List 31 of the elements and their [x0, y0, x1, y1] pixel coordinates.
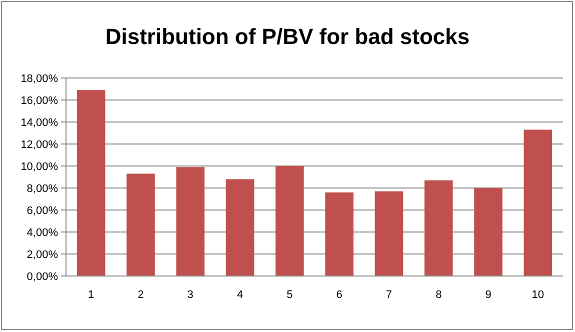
chart-title: Distribution of P/BV for bad stocks — [105, 24, 470, 49]
x-tick-label: 8 — [436, 289, 442, 301]
bar — [276, 166, 304, 276]
x-tick-label: 10 — [532, 289, 544, 301]
y-tick-label: 12,00% — [20, 138, 58, 151]
y-tick-label: 10,00% — [20, 160, 58, 173]
y-tick-label: 16,00% — [20, 94, 58, 107]
x-tick-label: 1 — [88, 289, 94, 301]
bar — [176, 167, 205, 276]
bar — [524, 130, 552, 276]
bar — [126, 174, 155, 276]
x-tick-label: 5 — [286, 289, 293, 301]
y-tick-label: 2,00% — [26, 248, 58, 261]
y-tick-label: 0,00% — [26, 270, 58, 283]
x-tick-label: 4 — [236, 289, 244, 301]
y-tick-label: 6,00% — [26, 204, 58, 217]
y-tick-label: 14,00% — [20, 116, 58, 129]
bar — [226, 179, 254, 276]
y-tick-label: 8,00% — [26, 182, 58, 195]
y-tick-label: 18,00% — [20, 72, 58, 85]
bar — [474, 188, 502, 276]
bar — [374, 191, 404, 276]
y-tick-label: 4,00% — [26, 226, 58, 239]
x-tick-label: 7 — [386, 289, 392, 301]
x-tick-label: 9 — [485, 289, 492, 301]
bar — [76, 90, 106, 276]
x-tick-label: 6 — [336, 289, 342, 301]
bar — [424, 180, 453, 276]
x-tick-label: 2 — [138, 289, 144, 301]
x-tick-label: 3 — [187, 289, 194, 301]
bar — [325, 192, 354, 276]
